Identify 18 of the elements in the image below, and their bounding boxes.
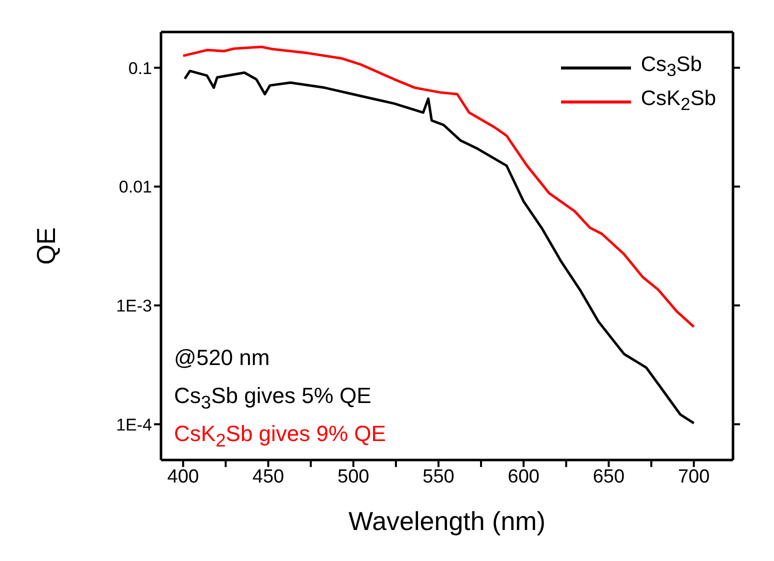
- y-tick-label: 0.01: [118, 178, 152, 197]
- y-tick-label: 1E-3: [116, 296, 152, 316]
- legend-label: Cs$_{3}$Sb: [640, 52, 702, 83]
- x-tick-label: 500: [338, 466, 370, 488]
- x-tick-label: 700: [678, 466, 710, 488]
- x-tick-label: 400: [167, 466, 199, 488]
- x-tick-label: 600: [508, 466, 540, 488]
- legend-label: CsK$_{2}$Sb: [640, 86, 716, 117]
- annotation: Cs$_{3}$Sb gives 5% QE: [174, 383, 372, 412]
- y-tick-label: 0.1: [128, 58, 152, 78]
- x-tick-label: 550: [422, 466, 454, 488]
- x-tick-label: 650: [592, 466, 625, 488]
- annotation: CsK$_{2}$Sb gives 9% QE: [174, 421, 386, 450]
- annotation: @520 nm: [174, 345, 270, 370]
- y-tick-label: 1E-4: [116, 415, 152, 434]
- x-axis-title: Wavelength (nm): [348, 506, 546, 536]
- y-axis-title: QE: [31, 227, 62, 265]
- x-tick-label: 450: [252, 466, 284, 488]
